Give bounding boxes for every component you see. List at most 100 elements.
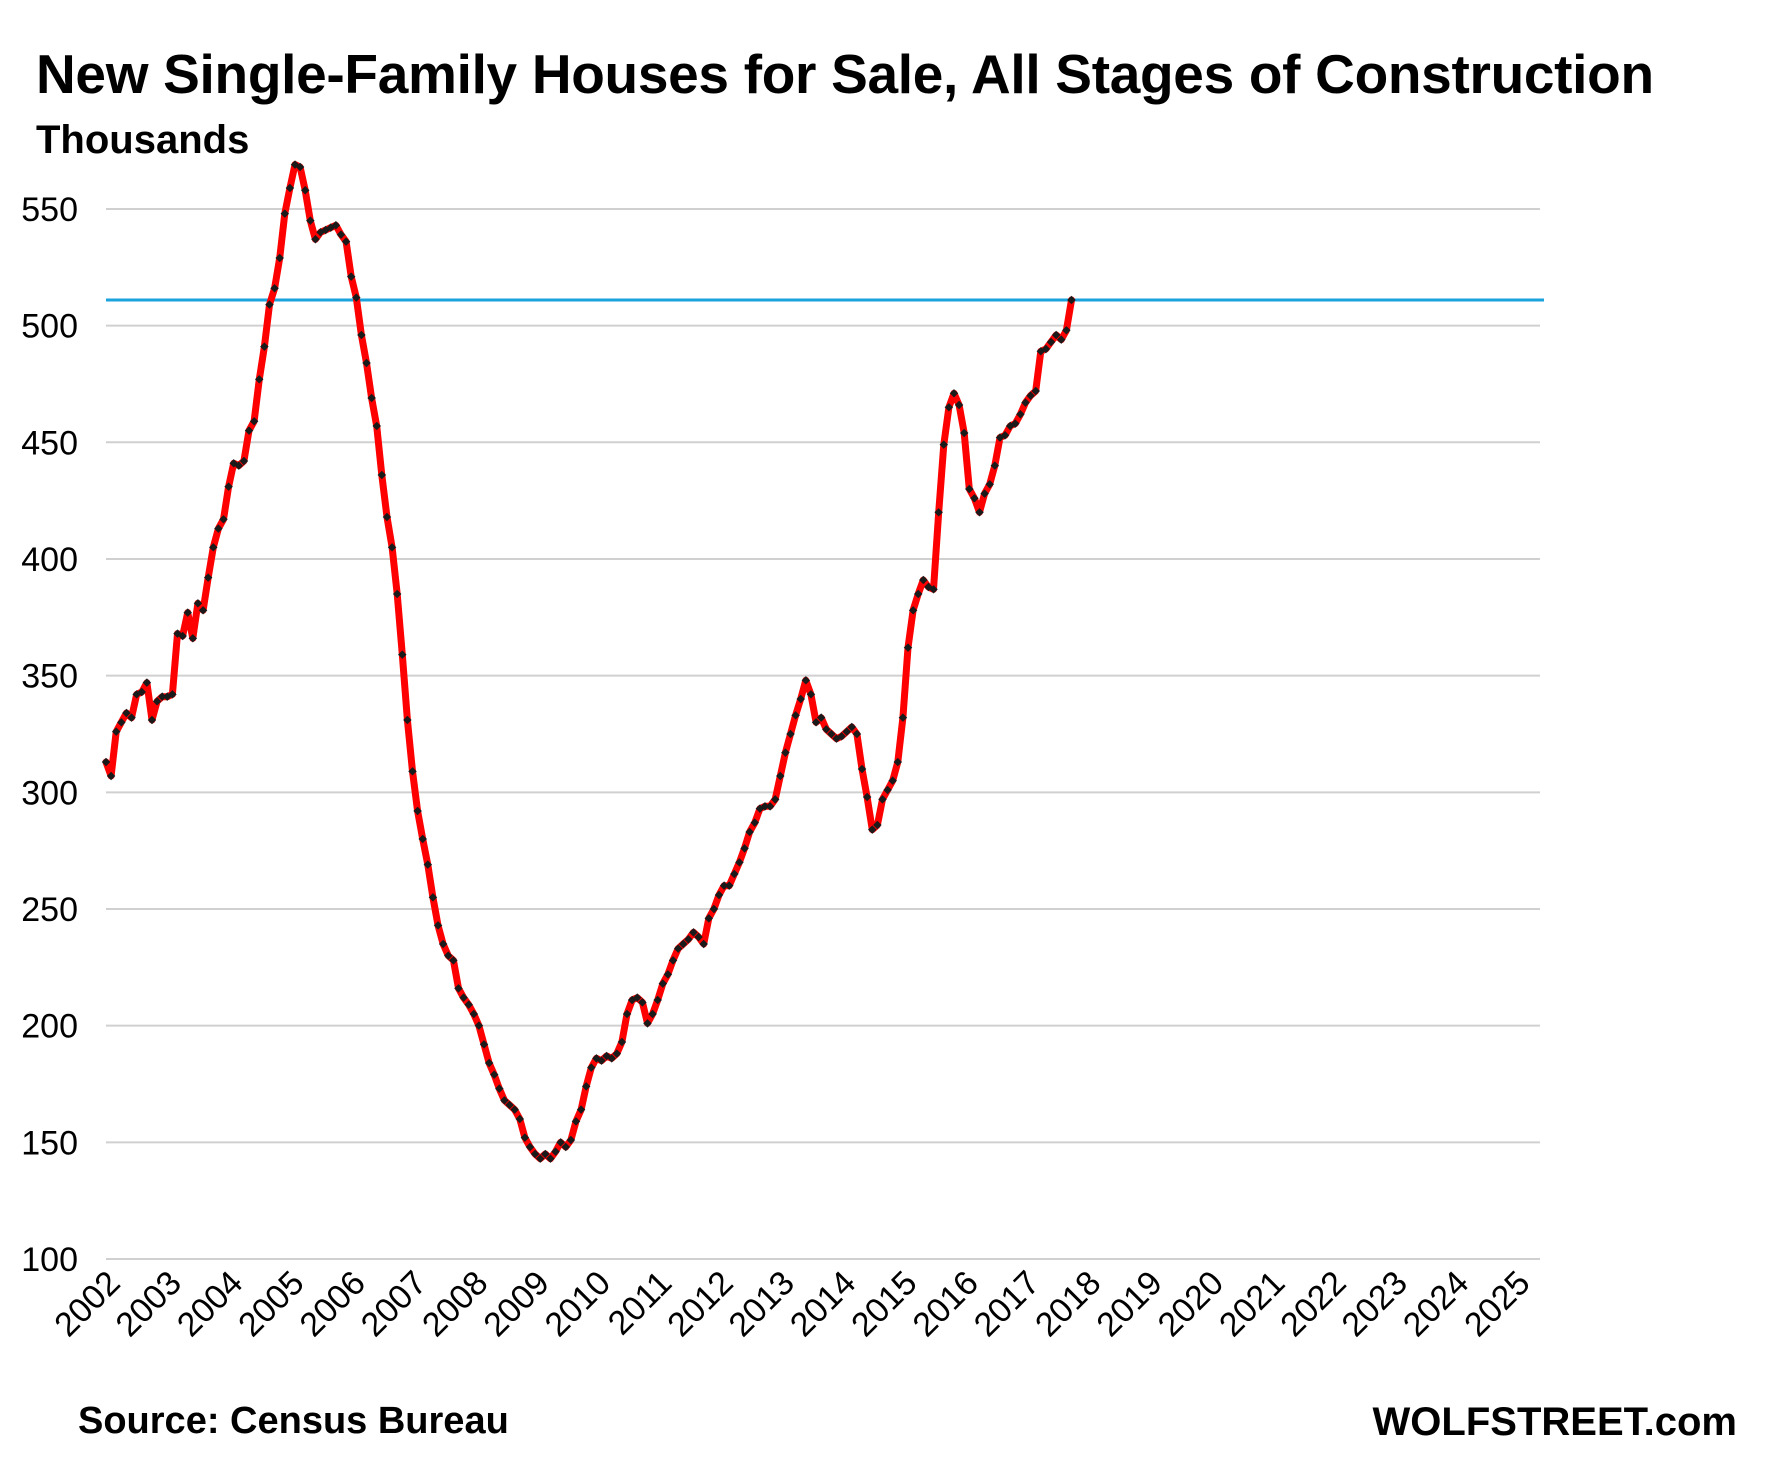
data-point	[418, 834, 427, 844]
data-point	[224, 482, 233, 491]
data-point	[484, 1058, 494, 1068]
data-point	[903, 643, 913, 652]
data-point	[913, 589, 923, 599]
data-point	[449, 956, 458, 965]
data-point	[265, 300, 274, 309]
data-point	[1051, 330, 1061, 340]
x-tick-label: 2018	[1028, 1264, 1108, 1344]
data-point	[673, 944, 683, 953]
data-point	[561, 1142, 570, 1152]
data-point	[648, 1009, 657, 1019]
data-point	[908, 606, 918, 615]
data-point	[300, 186, 310, 195]
x-tick-label: 2010	[538, 1264, 618, 1344]
data-point	[1057, 335, 1066, 344]
data-point	[893, 757, 903, 767]
source-note: Source: Census Bureau	[78, 1400, 509, 1442]
data-point	[459, 993, 468, 1002]
data-point	[357, 330, 366, 340]
data-point	[842, 727, 851, 736]
data-point	[954, 400, 964, 410]
data-point	[714, 890, 724, 900]
data-point	[735, 858, 744, 867]
data-point	[489, 1070, 499, 1079]
data-point	[444, 951, 453, 960]
y-tick-label: 300	[21, 774, 78, 812]
data-point	[745, 827, 754, 837]
data-point	[587, 1063, 596, 1072]
x-tick-label: 2014	[783, 1264, 863, 1344]
data-point	[719, 881, 729, 890]
data-point	[959, 428, 969, 438]
data-point	[566, 1135, 576, 1145]
data-point	[663, 970, 673, 979]
x-tick-label: 2006	[293, 1264, 373, 1344]
data-point	[234, 461, 244, 470]
data-point	[346, 272, 356, 281]
data-point	[469, 1009, 479, 1019]
brand-label: WOLFSTREET.com	[1372, 1400, 1737, 1444]
data-point	[438, 939, 448, 949]
data-point	[525, 1142, 535, 1152]
data-point	[709, 904, 719, 914]
data-point	[479, 1040, 489, 1049]
data-point	[1031, 386, 1040, 396]
y-tick-label: 450	[21, 424, 78, 462]
data-point	[275, 253, 284, 263]
data-point	[776, 771, 785, 781]
data-point	[878, 795, 887, 804]
x-tick-label: 2012	[660, 1264, 740, 1344]
x-tick-label: 2015	[844, 1264, 924, 1344]
y-tick-label: 350	[21, 658, 78, 696]
data-point	[433, 921, 443, 930]
data-point	[372, 421, 381, 431]
data-point	[862, 792, 872, 802]
x-tick-label: 2017	[967, 1264, 1047, 1344]
data-point	[398, 650, 407, 659]
data-point	[295, 162, 305, 172]
data-point	[944, 403, 954, 412]
data-point	[796, 694, 805, 704]
x-tick-label: 2013	[722, 1264, 802, 1344]
x-axis-tick-labels: 2002200320042005200620072008200920102011…	[47, 1264, 1537, 1344]
x-tick-label: 2019	[1089, 1264, 1169, 1344]
data-point	[837, 732, 846, 741]
data-point	[811, 718, 821, 727]
x-tick-label: 2009	[476, 1264, 556, 1344]
data-point	[760, 802, 770, 811]
data-point	[1011, 419, 1020, 428]
data-point	[694, 932, 703, 942]
x-tick-label: 2008	[415, 1264, 495, 1344]
data-point	[617, 1037, 627, 1047]
data-point	[883, 785, 892, 795]
x-tick-label: 2024	[1396, 1264, 1476, 1344]
gridlines	[106, 207, 1540, 1260]
data-point	[255, 375, 264, 384]
data-point	[750, 818, 760, 827]
data-point	[990, 461, 1000, 470]
data-point	[985, 480, 994, 489]
y-tick-label: 150	[21, 1124, 78, 1162]
data-point	[770, 795, 780, 804]
data-point	[387, 543, 397, 552]
data-point	[306, 216, 315, 225]
data-point	[403, 715, 412, 725]
x-tick-label: 2011	[601, 1264, 680, 1343]
data-point	[541, 1149, 550, 1159]
x-tick-label: 2016	[906, 1264, 986, 1344]
data-point	[857, 764, 867, 774]
data-point	[638, 998, 647, 1007]
data-point	[1062, 326, 1071, 335]
data-point	[464, 1000, 473, 1009]
data-point	[382, 512, 392, 522]
y-tick-label: 250	[21, 891, 78, 929]
data-point	[704, 914, 714, 923]
data-point	[530, 1149, 540, 1159]
data-point	[551, 1147, 560, 1156]
data-point	[888, 776, 897, 785]
data-point	[1046, 337, 1056, 347]
data-point	[898, 713, 908, 722]
x-tick-label: 2003	[109, 1264, 189, 1344]
data-point	[929, 585, 938, 594]
data-point	[852, 729, 862, 739]
